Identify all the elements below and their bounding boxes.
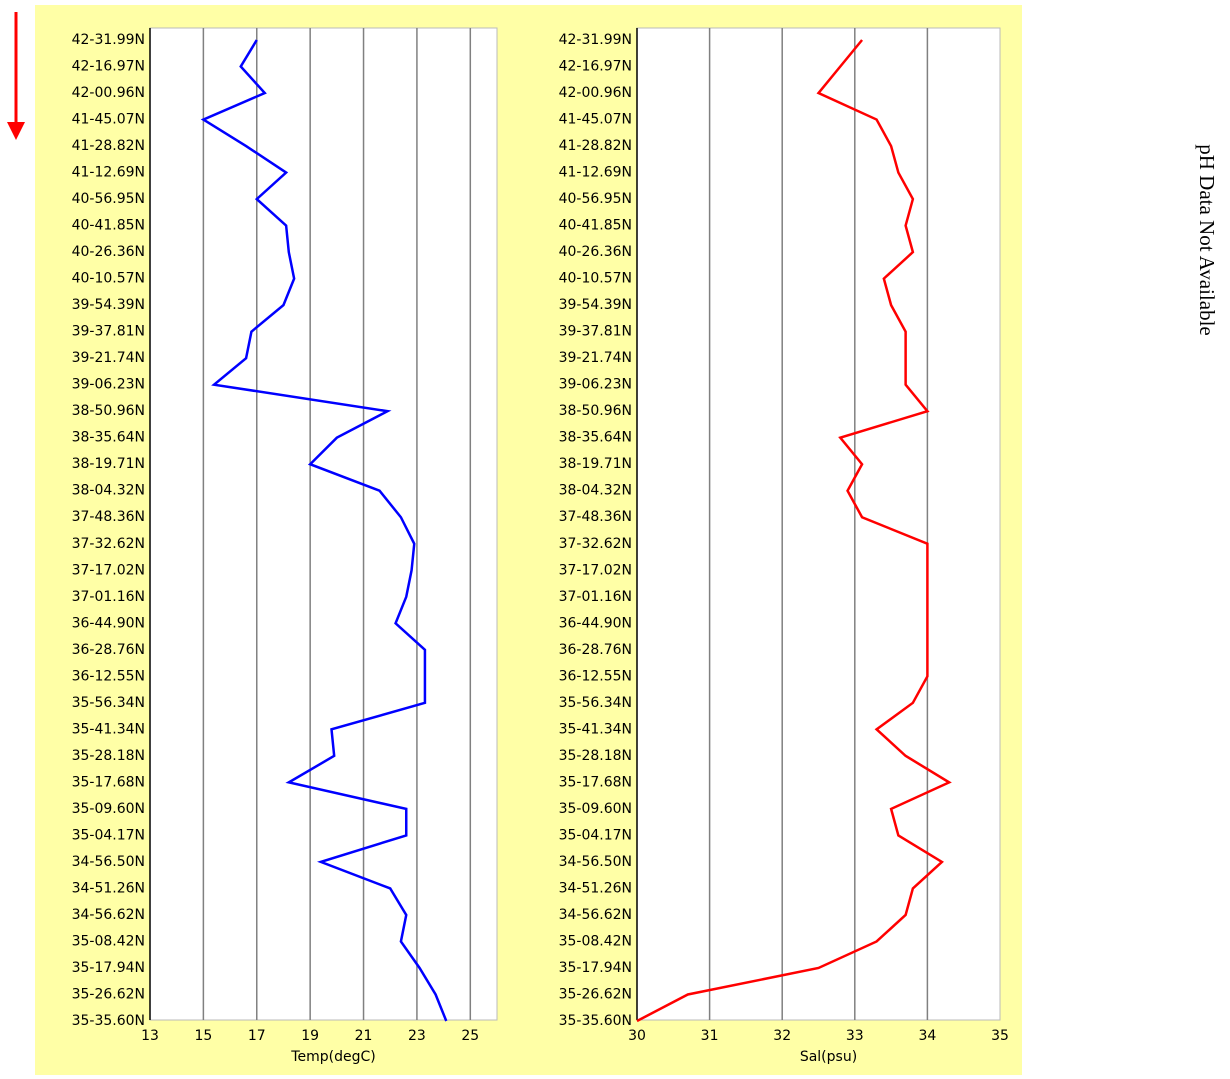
x-tick-label: 13 xyxy=(141,1028,159,1044)
y-tick-label: 42-31.99N xyxy=(559,32,632,48)
y-tick-label: 35-17.94N xyxy=(72,960,145,976)
y-tick-label: 38-35.64N xyxy=(72,430,145,446)
y-tick-label: 42-16.97N xyxy=(559,59,632,75)
y-tick-label: 42-00.96N xyxy=(559,85,632,101)
y-tick-label: 35-08.42N xyxy=(72,933,145,949)
y-tick-label: 40-10.57N xyxy=(559,271,632,287)
y-tick-label: 35-04.17N xyxy=(559,827,632,843)
y-tick-label: 40-56.95N xyxy=(72,191,145,207)
y-tick-label: 39-37.81N xyxy=(559,324,632,340)
y-tick-label: 41-45.07N xyxy=(559,112,632,128)
y-tick-label: 35-41.34N xyxy=(559,721,632,737)
y-tick-label: 35-28.18N xyxy=(72,748,145,764)
y-tick-label: 39-06.23N xyxy=(72,377,145,393)
data-line xyxy=(200,39,448,1022)
y-tick-label: 39-37.81N xyxy=(72,324,145,340)
y-tick-label: 34-56.50N xyxy=(72,854,145,870)
y-tick-label: 37-48.36N xyxy=(72,509,145,525)
y-tick-label: 41-12.69N xyxy=(559,165,632,181)
x-tick-label: 25 xyxy=(461,1028,479,1044)
y-tick-label: 35-56.34N xyxy=(72,695,145,711)
x-tick-label: 15 xyxy=(194,1028,212,1044)
x-tick-label: 19 xyxy=(301,1028,319,1044)
y-tick-label: 40-26.36N xyxy=(72,244,145,260)
x-tick-label: 33 xyxy=(846,1028,864,1044)
y-tick-label: 36-12.55N xyxy=(72,668,145,684)
y-tick-label: 35-09.60N xyxy=(72,801,145,817)
y-tick-label: 35-17.94N xyxy=(559,960,632,976)
y-tick-label: 35-56.34N xyxy=(559,695,632,711)
x-tick-label: 17 xyxy=(248,1028,266,1044)
y-tick-label: 34-56.62N xyxy=(72,907,145,923)
y-tick-label: 38-04.32N xyxy=(72,483,145,499)
y-tick-label: 38-35.64N xyxy=(559,430,632,446)
note: pH Data Not Available xyxy=(1195,144,1219,335)
y-tick-label: 41-28.82N xyxy=(559,138,632,154)
y-tick-label: 37-01.16N xyxy=(559,589,632,605)
y-tick-label: 42-00.96N xyxy=(72,85,145,101)
y-tick-label: 40-10.57N xyxy=(72,271,145,287)
y-tick-label: 37-17.02N xyxy=(559,562,632,578)
x-tick-label: 30 xyxy=(628,1028,646,1044)
y-tick-label: 35-41.34N xyxy=(72,721,145,737)
y-tick-label: 41-12.69N xyxy=(72,165,145,181)
x-tick-label: 34 xyxy=(918,1028,936,1044)
y-tick-label: 35-35.60N xyxy=(72,1013,145,1029)
y-tick-label: 37-17.02N xyxy=(72,562,145,578)
y-tick-label: 42-16.97N xyxy=(72,59,145,75)
x-axis-label: Temp(degC) xyxy=(290,1049,375,1065)
y-tick-label: 35-09.60N xyxy=(559,801,632,817)
x-tick-label: 35 xyxy=(991,1028,1009,1044)
y-tick-label: 39-54.39N xyxy=(559,297,632,313)
y-tick-label: 35-28.18N xyxy=(559,748,632,764)
y-tick-label: 40-26.36N xyxy=(559,244,632,260)
y-tick-label: 37-48.36N xyxy=(559,509,632,525)
y-tick-label: 36-28.76N xyxy=(559,642,632,658)
y-tick-label: 39-54.39N xyxy=(72,297,145,313)
y-tick-label: 41-45.07N xyxy=(72,112,145,128)
y-tick-label: 36-44.90N xyxy=(72,615,145,631)
arrow-head xyxy=(7,122,25,140)
y-tick-label: 39-21.74N xyxy=(72,350,145,366)
y-tick-label: 38-50.96N xyxy=(559,403,632,419)
x-tick-label: 31 xyxy=(701,1028,719,1044)
plot-area xyxy=(149,27,498,1021)
x-tick-label: 21 xyxy=(355,1028,373,1044)
y-tick-label: 37-01.16N xyxy=(72,589,145,605)
y-tick-label: 42-31.99N xyxy=(72,32,145,48)
plot-area xyxy=(636,27,1001,1021)
y-tick-label: 35-08.42N xyxy=(559,933,632,949)
y-tick-label: 35-17.68N xyxy=(72,774,145,790)
y-tick-label: 34-56.62N xyxy=(559,907,632,923)
y-tick-label: 38-19.71N xyxy=(72,456,145,472)
y-tick-label: 35-04.17N xyxy=(72,827,145,843)
y-tick-label: 38-50.96N xyxy=(72,403,145,419)
y-tick-label: 35-35.60N xyxy=(559,1013,632,1029)
y-tick-label: 39-21.74N xyxy=(559,350,632,366)
x-axis-label: Sal(psu) xyxy=(800,1049,857,1065)
x-tick-label: 32 xyxy=(773,1028,791,1044)
y-tick-label: 34-51.26N xyxy=(559,880,632,896)
x-tick-label: 23 xyxy=(408,1028,426,1044)
y-tick-label: 37-32.62N xyxy=(72,536,145,552)
y-tick-label: 35-26.62N xyxy=(72,986,145,1002)
y-tick-label: 34-51.26N xyxy=(72,880,145,896)
y-tick-label: 40-41.85N xyxy=(559,218,632,234)
y-tick-label: 36-12.55N xyxy=(559,668,632,684)
y-tick-label: 34-56.50N xyxy=(559,854,632,870)
y-tick-label: 40-56.95N xyxy=(559,191,632,207)
y-tick-label: 38-04.32N xyxy=(559,483,632,499)
y-tick-label: 39-06.23N xyxy=(559,377,632,393)
y-tick-label: 36-28.76N xyxy=(72,642,145,658)
y-tick-label: 38-19.71N xyxy=(559,456,632,472)
y-tick-label: 35-26.62N xyxy=(559,986,632,1002)
y-tick-label: 40-41.85N xyxy=(72,218,145,234)
y-tick-label: 41-28.82N xyxy=(72,138,145,154)
y-tick-label: 37-32.62N xyxy=(559,536,632,552)
y-tick-label: 35-17.68N xyxy=(559,774,632,790)
y-tick-label: 36-44.90N xyxy=(559,615,632,631)
data-line xyxy=(636,39,952,1023)
